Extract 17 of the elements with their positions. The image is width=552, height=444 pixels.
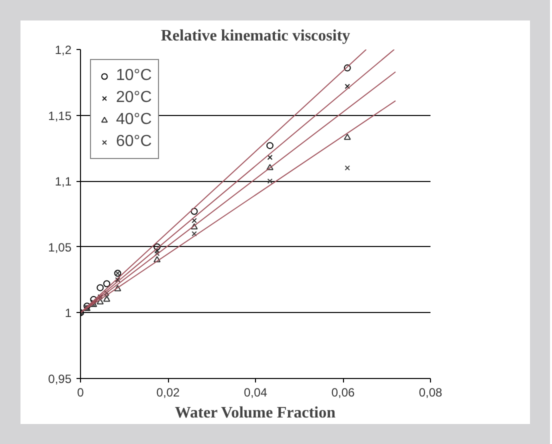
legend-label: 40°C — [116, 111, 152, 129]
x-tick-label: 0,02 — [156, 386, 180, 400]
x-tick-label: 0,06 — [331, 386, 356, 400]
x-tick-label: 0,08 — [418, 386, 443, 400]
y-tick-label: 0,95 — [48, 372, 72, 386]
y-tick-label: 1,2 — [54, 43, 72, 57]
chart-title: Relative kinematic viscosity — [160, 28, 350, 44]
legend-label: 10°C — [116, 67, 152, 85]
x-axis-title: Water Volume Fraction — [174, 404, 336, 422]
x-tick-label: 0 — [77, 386, 84, 400]
y-tick-label: 1 — [64, 306, 72, 320]
y-tick-label: 1,15 — [48, 108, 72, 123]
legend-label: 20°C — [116, 89, 152, 107]
y-tick-label: 1,1 — [54, 174, 72, 189]
legend-label: 60°C — [116, 133, 152, 151]
y-tick-label: 1,05 — [48, 240, 72, 254]
x-tick-label: 0,04 — [244, 386, 268, 400]
